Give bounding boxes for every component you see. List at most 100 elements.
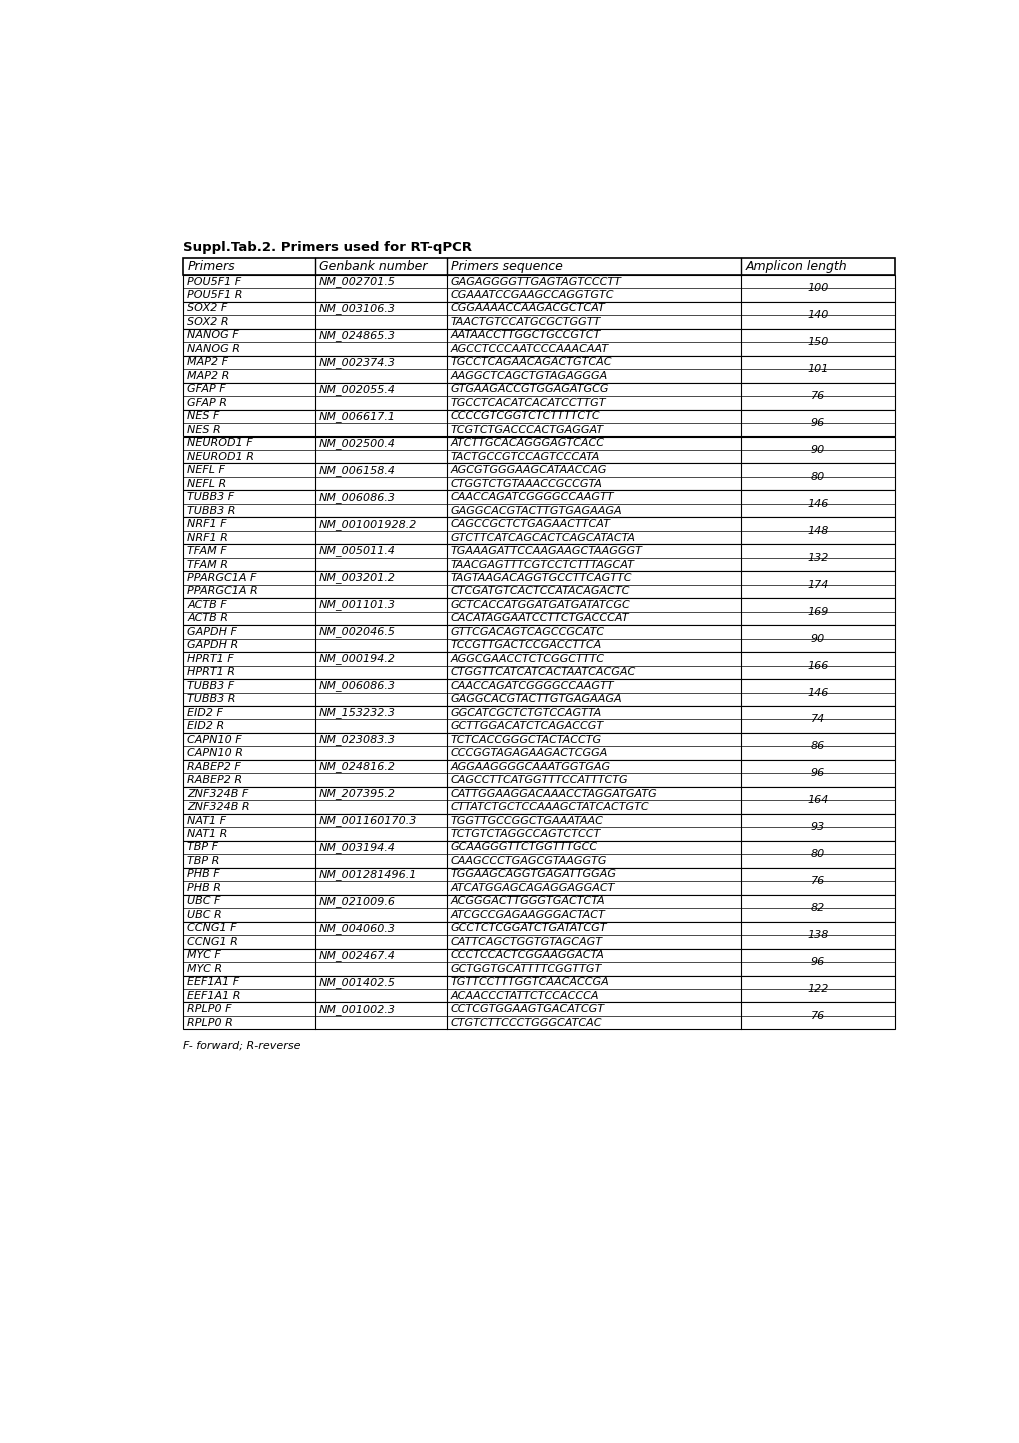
Text: NM_003106.3: NM_003106.3 xyxy=(319,303,395,315)
Bar xyxy=(183,355,894,382)
Text: CGAAATCCGAAGCCAGGTGTC: CGAAATCCGAAGCCAGGTGTC xyxy=(450,290,613,300)
Text: NM_024865.3: NM_024865.3 xyxy=(319,330,395,341)
Text: GCTCACCATGGATGATGATATCGC: GCTCACCATGGATGATGATATCGC xyxy=(450,600,630,610)
Text: MYC R: MYC R xyxy=(187,964,222,974)
Text: HPRT1 R: HPRT1 R xyxy=(187,667,235,677)
Text: PHB R: PHB R xyxy=(187,883,221,893)
Bar xyxy=(183,302,894,329)
Text: NM_021009.6: NM_021009.6 xyxy=(319,896,395,906)
Text: NM_001281496.1: NM_001281496.1 xyxy=(319,869,417,880)
Text: ZNF324B F: ZNF324B F xyxy=(187,788,249,798)
Text: TBP F: TBP F xyxy=(187,843,218,853)
Text: GCAAGGGTTCTGGTTTGCC: GCAAGGGTTCTGGTTTGCC xyxy=(450,843,597,853)
Bar xyxy=(183,760,894,786)
Text: CCCGGTAGAGAAGACTCGGA: CCCGGTAGAGAAGACTCGGA xyxy=(450,747,607,758)
Text: NM_207395.2: NM_207395.2 xyxy=(319,788,395,799)
Text: TGAAAGATTCCAAGAAGCTAAGGGT: TGAAAGATTCCAAGAAGCTAAGGGT xyxy=(450,545,642,556)
Bar xyxy=(183,410,894,436)
Text: CCNG1 R: CCNG1 R xyxy=(187,937,237,947)
Text: TCTGTCTAGGCCAGTCTCCT: TCTGTCTAGGCCAGTCTCCT xyxy=(450,830,600,838)
Text: TAACGAGTTTCGTCCTCTTTAGCAT: TAACGAGTTTCGTCCTCTTTAGCAT xyxy=(450,560,634,570)
Text: ATCTTGCACAGGGAGTCACC: ATCTTGCACAGGGAGTCACC xyxy=(450,439,604,449)
Text: TGCCTCAGAACAGACTGTCAC: TGCCTCAGAACAGACTGTCAC xyxy=(450,358,611,368)
Bar xyxy=(183,258,894,274)
Text: 74: 74 xyxy=(810,714,824,724)
Bar xyxy=(183,274,894,302)
Text: CGGAAAACCAAGACGCTCAT: CGGAAAACCAAGACGCTCAT xyxy=(450,303,605,313)
Text: POU5F1 F: POU5F1 F xyxy=(187,277,242,287)
Bar xyxy=(183,382,894,410)
Bar xyxy=(183,895,894,922)
Text: NM_006158.4: NM_006158.4 xyxy=(319,465,395,476)
Text: NES R: NES R xyxy=(187,424,221,434)
Text: 122: 122 xyxy=(807,984,827,994)
Bar xyxy=(183,733,894,760)
Bar xyxy=(183,491,894,518)
Text: GAPDH R: GAPDH R xyxy=(187,641,238,651)
Text: 150: 150 xyxy=(807,338,827,348)
Text: NM_001001928.2: NM_001001928.2 xyxy=(319,518,417,530)
Text: NM_006086.3: NM_006086.3 xyxy=(319,492,395,502)
Text: CATTGGAAGGACAAACCTAGGATGATG: CATTGGAAGGACAAACCTAGGATGATG xyxy=(450,788,657,798)
Text: 148: 148 xyxy=(807,525,827,535)
Text: 164: 164 xyxy=(807,795,827,805)
Text: ACTB R: ACTB R xyxy=(187,613,228,623)
Text: CCCTCCACTCGGAAGGACTA: CCCTCCACTCGGAAGGACTA xyxy=(450,951,604,960)
Text: ACAACCCTATTCTCCACCCA: ACAACCCTATTCTCCACCCA xyxy=(450,991,598,1000)
Text: RPLP0 R: RPLP0 R xyxy=(187,1017,232,1027)
Text: UBC F: UBC F xyxy=(187,896,220,906)
Text: AGCCTCCCAATCCCAAACAAT: AGCCTCCCAATCCCAAACAAT xyxy=(450,343,608,354)
Text: GAPDH F: GAPDH F xyxy=(187,626,236,636)
Text: GFAP R: GFAP R xyxy=(187,398,227,408)
Bar xyxy=(183,544,894,571)
Text: NM_004060.3: NM_004060.3 xyxy=(319,924,395,934)
Text: 166: 166 xyxy=(807,661,827,671)
Text: 80: 80 xyxy=(810,850,824,859)
Text: AGGCGAACCTCTCGGCTTTC: AGGCGAACCTCTCGGCTTTC xyxy=(450,654,604,664)
Text: CAAGCCCTGAGCGTAAGGTG: CAAGCCCTGAGCGTAAGGTG xyxy=(450,856,606,866)
Text: GAGGCACGTACTTGTGAGAAGA: GAGGCACGTACTTGTGAGAAGA xyxy=(450,505,622,515)
Text: TACTGCCGTCCAGTCCCATA: TACTGCCGTCCAGTCCCATA xyxy=(450,452,599,462)
Text: GTTCGACAGTCAGCCGCATC: GTTCGACAGTCAGCCGCATC xyxy=(450,626,604,636)
Text: CAACCAGATCGGGGCCAAGTT: CAACCAGATCGGGGCCAAGTT xyxy=(450,681,613,691)
Text: GTCTTCATCAGCACTCAGCATACTA: GTCTTCATCAGCACTCAGCATACTA xyxy=(450,532,635,543)
Text: 76: 76 xyxy=(810,1012,824,1022)
Text: GFAP F: GFAP F xyxy=(187,384,225,394)
Text: NM_001101.3: NM_001101.3 xyxy=(319,599,395,610)
Bar xyxy=(183,518,894,544)
Text: NAT1 F: NAT1 F xyxy=(187,815,226,825)
Text: NEUROD1 R: NEUROD1 R xyxy=(187,452,254,462)
Text: TBP R: TBP R xyxy=(187,856,219,866)
Text: CAACCAGATCGGGGCCAAGTT: CAACCAGATCGGGGCCAAGTT xyxy=(450,492,613,502)
Text: GAGAGGGGTTGAGTAGTCCCTT: GAGAGGGGTTGAGTAGTCCCTT xyxy=(450,277,621,287)
Text: CCTCGTGGAAGTGACATCGT: CCTCGTGGAAGTGACATCGT xyxy=(450,1004,604,1014)
Text: F- forward; R-reverse: F- forward; R-reverse xyxy=(183,1040,301,1051)
Text: 86: 86 xyxy=(810,742,824,752)
Text: PPARGC1A R: PPARGC1A R xyxy=(187,586,258,596)
Text: EID2 R: EID2 R xyxy=(187,722,224,732)
Text: NM_002046.5: NM_002046.5 xyxy=(319,626,395,638)
Bar xyxy=(183,329,894,355)
Text: NM_000194.2: NM_000194.2 xyxy=(319,654,395,664)
Text: CTGTCTTCCCTGGGCATCAC: CTGTCTTCCCTGGGCATCAC xyxy=(450,1017,601,1027)
Text: CAGCCTTCATGGTTTCCATTTCTG: CAGCCTTCATGGTTTCCATTTCTG xyxy=(450,775,628,785)
Text: MAP2 R: MAP2 R xyxy=(187,371,229,381)
Text: TUBB3 F: TUBB3 F xyxy=(187,681,234,691)
Text: 174: 174 xyxy=(807,580,827,590)
Text: 169: 169 xyxy=(807,606,827,616)
Text: MYC F: MYC F xyxy=(187,951,221,960)
Text: 132: 132 xyxy=(807,553,827,563)
Text: CTCGATGTCACTCCATACAGACTC: CTCGATGTCACTCCATACAGACTC xyxy=(450,586,630,596)
Text: TCGTCTGACCCACTGAGGAT: TCGTCTGACCCACTGAGGAT xyxy=(450,424,603,434)
Text: 82: 82 xyxy=(810,903,824,913)
Text: TGTTCCTTTGGTCAACACCGA: TGTTCCTTTGGTCAACACCGA xyxy=(450,977,608,987)
Text: 96: 96 xyxy=(810,418,824,429)
Text: TGCCTCACATCACATCCTTGT: TGCCTCACATCACATCCTTGT xyxy=(450,398,605,408)
Bar xyxy=(183,841,894,867)
Text: NEFL F: NEFL F xyxy=(187,465,225,475)
Text: NAT1 R: NAT1 R xyxy=(187,830,227,838)
Text: GCCTCTCGGATCTGATATCGT: GCCTCTCGGATCTGATATCGT xyxy=(450,924,606,934)
Text: EID2 F: EID2 F xyxy=(187,707,223,717)
Text: NANOG F: NANOG F xyxy=(187,330,238,341)
Text: 100: 100 xyxy=(807,283,827,293)
